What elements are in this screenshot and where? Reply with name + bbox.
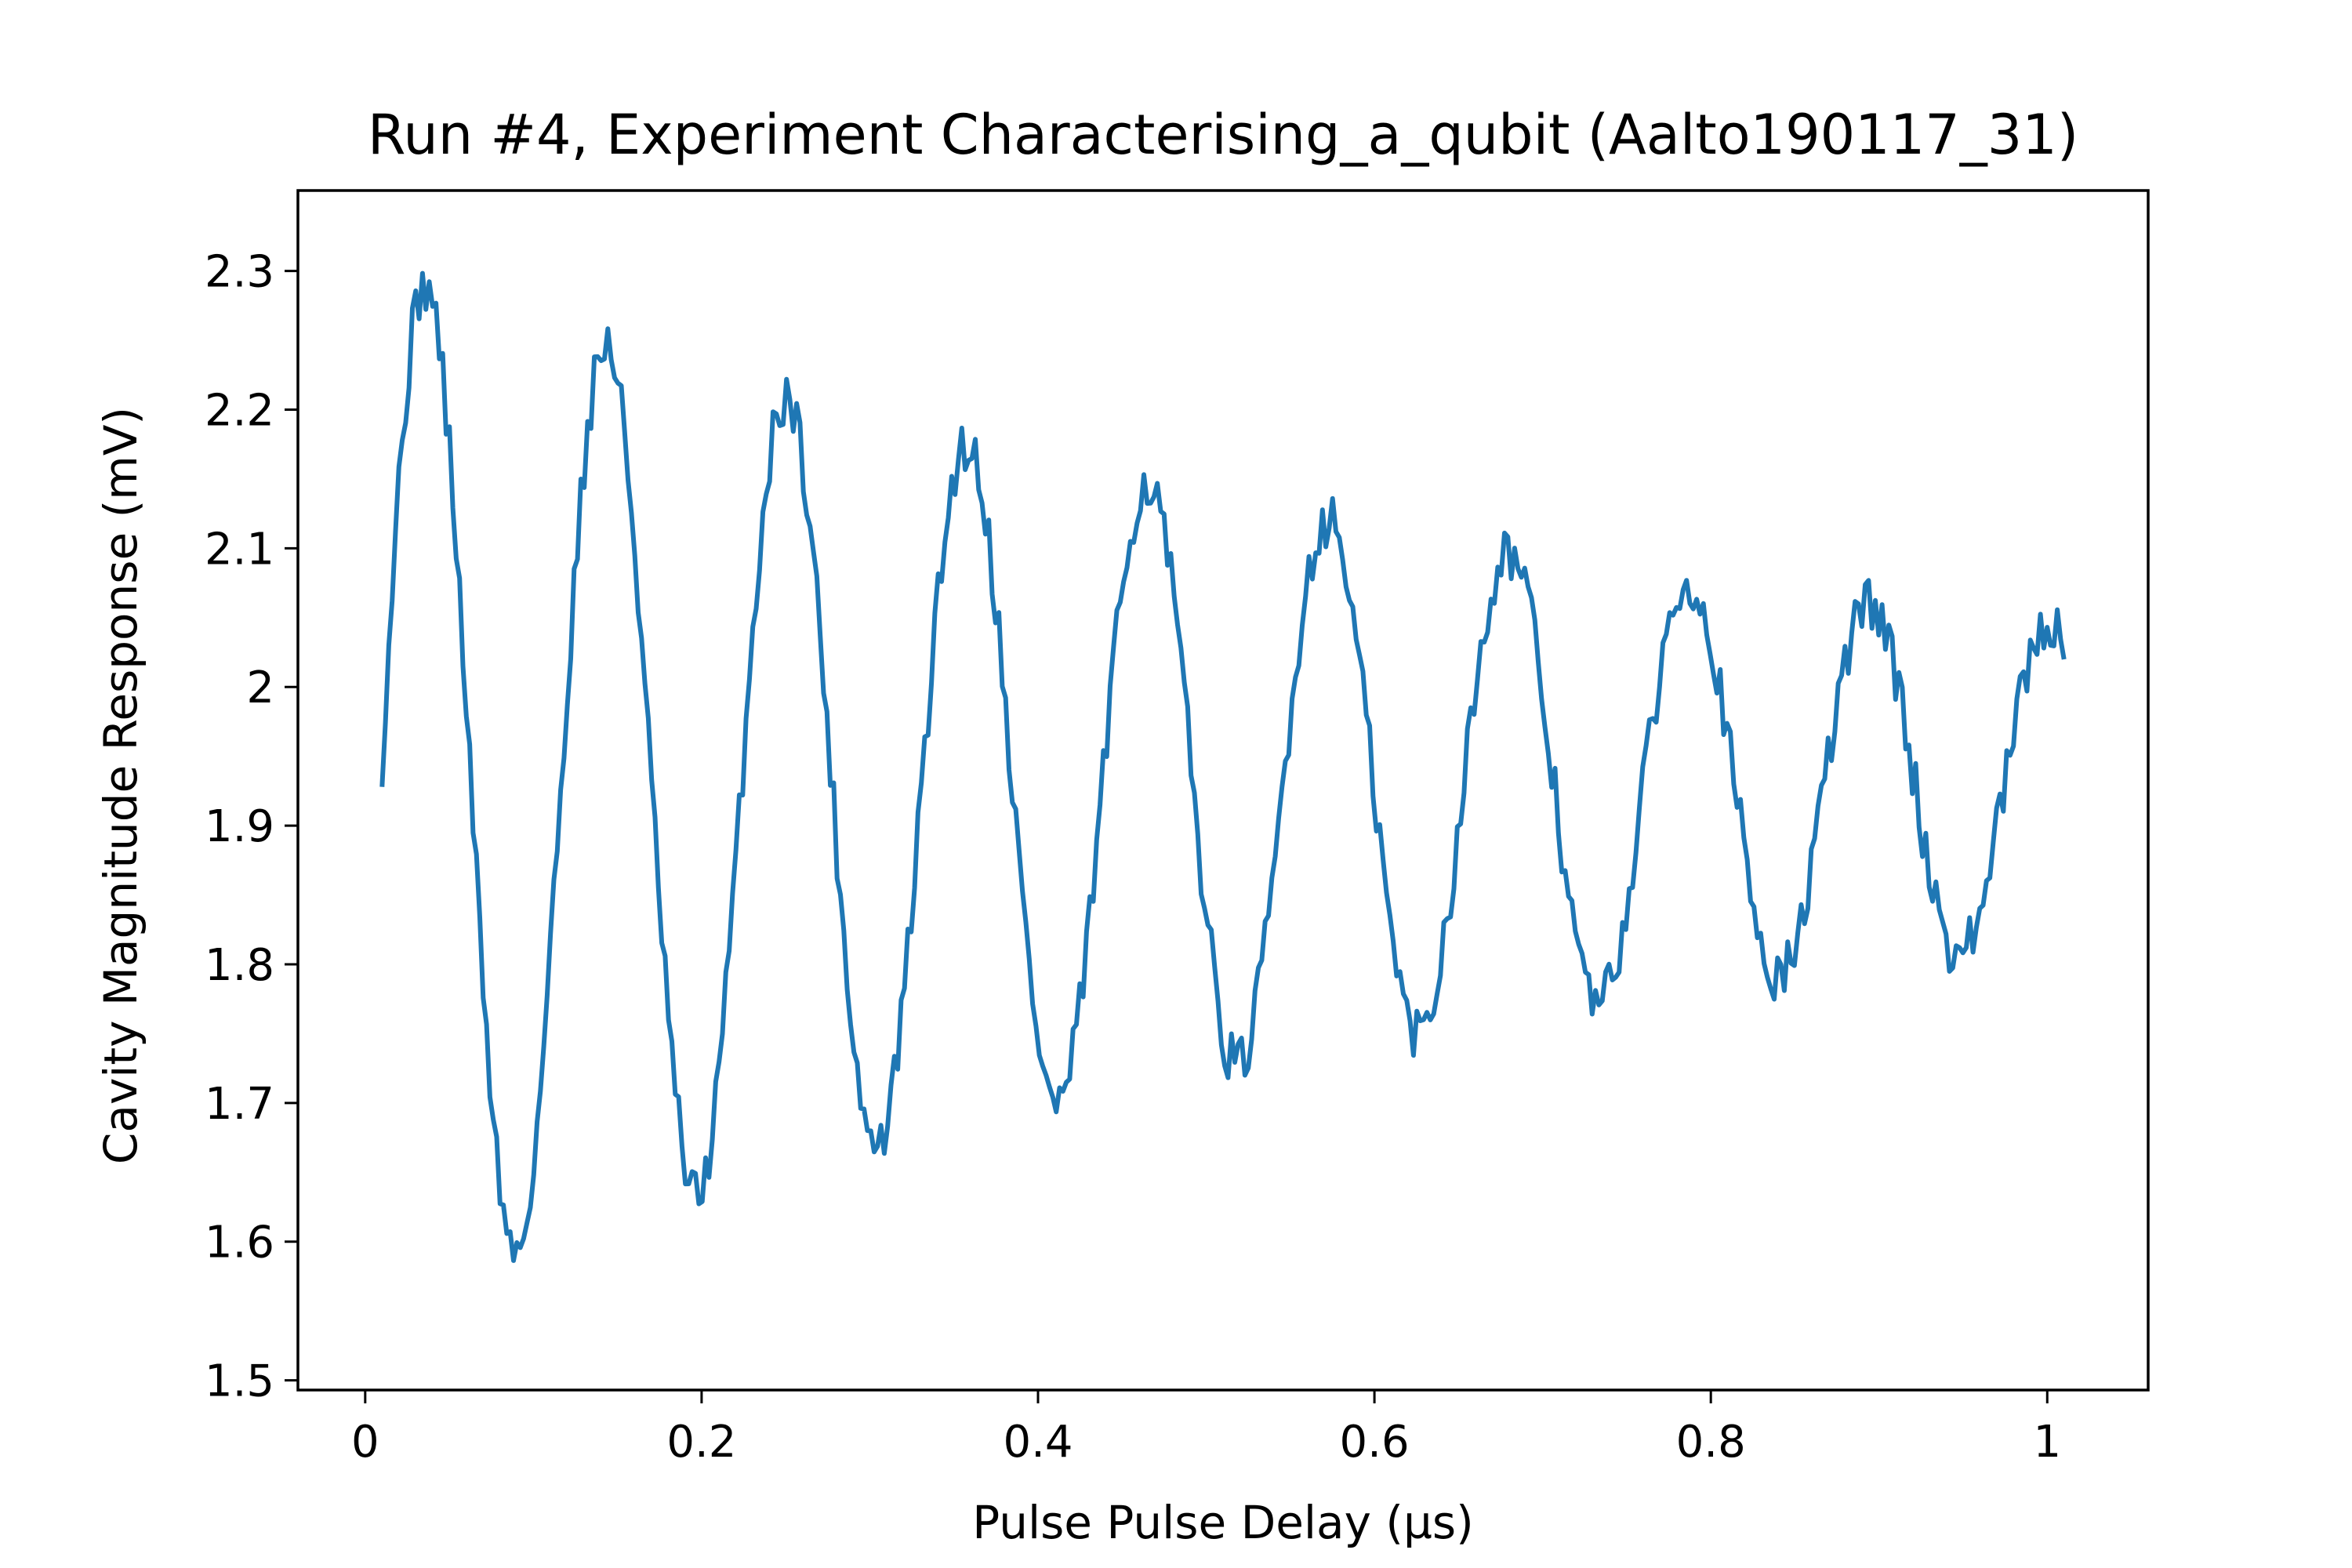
plot-area — [296, 189, 2150, 1392]
x-axis: 0 0.2 0.4 0.6 0.8 1 — [351, 1390, 2061, 1468]
y-tick-label: 2.1 — [205, 524, 274, 575]
y-tick-label: 1.9 — [205, 801, 274, 852]
y-tick-label: 1.5 — [205, 1356, 274, 1407]
chart-title: Run #4, Experiment Characterising_a_qubi… — [368, 103, 2078, 167]
y-tick-label: 1.8 — [205, 940, 274, 991]
x-tick-label: 0.8 — [1676, 1417, 1746, 1468]
y-tick-label: 2.3 — [205, 247, 274, 298]
y-tick-label: 2 — [246, 662, 274, 713]
x-tick-label: 0.4 — [1003, 1417, 1073, 1468]
y-tick-label: 2.2 — [205, 385, 274, 436]
x-tick-label: 0.2 — [666, 1417, 736, 1468]
y-axis-label: Cavity Magnitude Response (mV) — [94, 407, 147, 1164]
x-tick-label: 1 — [2033, 1417, 2061, 1468]
x-axis-label: Pulse Pulse Delay (µs) — [972, 1496, 1473, 1549]
plot-frame — [296, 189, 2150, 1392]
x-tick-label: 0.6 — [1340, 1417, 1410, 1468]
y-tick-label: 1.6 — [205, 1218, 274, 1269]
series-line — [379, 270, 2067, 1263]
y-tick-label: 1.7 — [205, 1079, 274, 1130]
y-axis: 1.5 1.6 1.7 1.8 1.9 2 2.1 2.2 2.3 — [205, 247, 298, 1407]
x-tick-label: 0 — [351, 1417, 379, 1468]
